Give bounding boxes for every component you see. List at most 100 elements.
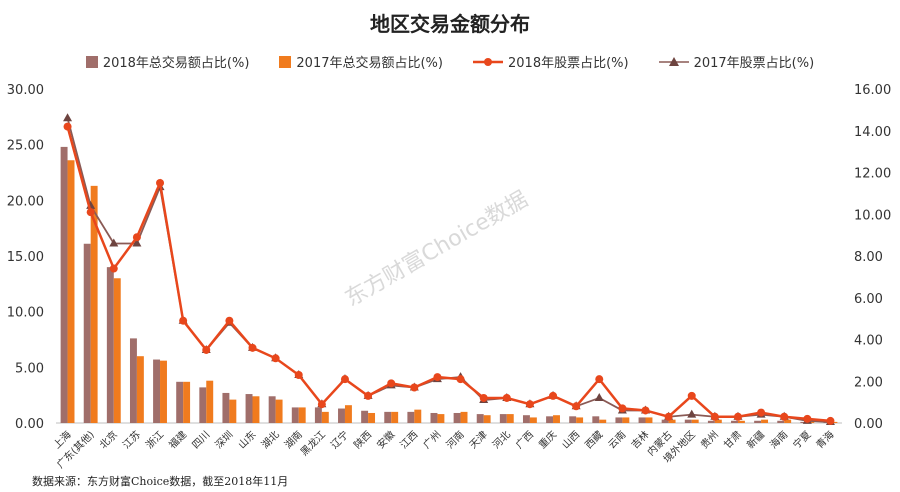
- x-axis-tick-label: 安徽: [374, 428, 397, 451]
- legend-label: 2017年股票占比(%): [693, 56, 815, 71]
- point-2018: [248, 343, 257, 352]
- bar-2017: [483, 415, 491, 423]
- x-axis-tick-label: 宁夏: [790, 428, 813, 451]
- point-2018: [618, 404, 627, 413]
- bar-2017: [576, 417, 584, 423]
- x-axis-tick-label: 黑龙江: [298, 428, 328, 458]
- point-2018: [664, 412, 673, 421]
- bar-2017: [714, 419, 722, 423]
- bar-2017: [298, 407, 306, 423]
- legend-item-2017-line: 2017年股票占比(%): [658, 52, 815, 71]
- point-2018: [86, 208, 95, 217]
- bar-2017: [368, 412, 376, 423]
- right-axis-tick-label: 10.00: [854, 208, 891, 223]
- x-axis-tick-label: 深圳: [213, 429, 236, 452]
- bar-2018: [83, 243, 91, 423]
- point-2018: [410, 383, 419, 392]
- point-2018: [502, 393, 511, 402]
- bar-2017: [460, 411, 468, 423]
- right-axis-tick-label: 6.00: [854, 292, 883, 307]
- bar-2018: [407, 411, 415, 423]
- point-2018: [132, 233, 141, 242]
- bar-2018: [592, 416, 600, 423]
- bar-2018: [522, 415, 530, 423]
- bar-2018: [661, 419, 669, 423]
- left-axis-tick-label: 0.00: [15, 417, 44, 432]
- left-axis-tick-label: 30.00: [7, 83, 44, 98]
- point-2018: [156, 178, 165, 187]
- point-2018: [525, 400, 534, 409]
- bar-2018: [707, 420, 715, 423]
- x-axis-tick-label: 湖北: [259, 429, 282, 452]
- left-axis-tick-label: 15.00: [7, 250, 44, 265]
- bar-2018: [291, 407, 299, 423]
- point-2017: [132, 238, 142, 247]
- x-axis-tick-label: 广州: [421, 429, 444, 452]
- line-2017: [66, 117, 831, 423]
- x-axis-tick-label: 浙江: [144, 429, 167, 452]
- x-axis-tick-label: 海南: [767, 428, 790, 451]
- bar-2017: [645, 417, 653, 423]
- point-2018: [225, 316, 234, 325]
- bar-2017: [344, 405, 352, 423]
- x-axis-tick-label: 青海: [813, 428, 836, 451]
- bar-2017: [622, 417, 630, 423]
- x-axis-tick-label: 江西: [398, 429, 421, 452]
- bar-2017: [229, 399, 237, 423]
- right-axis-tick-label: 4.00: [854, 334, 883, 349]
- bar-2017: [414, 409, 422, 423]
- bar-2017: [113, 278, 121, 423]
- bar-2018: [222, 392, 230, 423]
- watermark: 东方财富Choice数据: [341, 187, 532, 312]
- legend-swatch: [85, 55, 98, 68]
- bar-2018: [176, 381, 184, 423]
- x-axis-tick-label: 云南: [605, 428, 628, 451]
- bar-2017: [67, 160, 75, 423]
- left-axis-tick-label: 10.00: [7, 306, 44, 321]
- bar-2017: [391, 411, 399, 423]
- legend-line-triangle-icon: [658, 56, 689, 66]
- bar-2017: [275, 399, 283, 423]
- bar-2017: [160, 360, 167, 423]
- point-2018: [271, 354, 280, 363]
- x-axis-tick-label: 北京: [97, 428, 120, 451]
- right-axis-tick-label: 2.00: [854, 375, 883, 390]
- bar-2017: [506, 414, 514, 423]
- right-axis-tick-label: 16.00: [854, 83, 891, 98]
- point-2018: [710, 412, 719, 421]
- bar-2018: [106, 267, 114, 423]
- x-axis-tick-label: 新疆: [744, 428, 767, 451]
- legend-label: 2018年股票占比(%): [508, 56, 629, 71]
- point-2018: [572, 402, 581, 411]
- left-axis-tick-label: 25.00: [7, 139, 44, 154]
- point-2018: [733, 412, 742, 421]
- point-2018: [826, 416, 835, 425]
- point-2018: [595, 375, 604, 384]
- x-axis-tick-label: 山西: [560, 429, 583, 452]
- bar-2017: [761, 419, 769, 423]
- point-2018: [294, 370, 303, 379]
- bar-2017: [136, 356, 144, 423]
- x-axis-tick-label: 河北: [490, 429, 513, 452]
- bar-2017: [737, 420, 745, 423]
- point-2018: [387, 379, 396, 388]
- x-axis-tick-label: 天津: [467, 429, 490, 452]
- bar-2018: [430, 412, 438, 423]
- x-axis-tick-label: 甘肃: [721, 428, 744, 451]
- point-2018: [549, 391, 558, 400]
- x-axis-tick-label: 辽宁: [328, 428, 351, 451]
- bar-2017: [529, 417, 537, 423]
- bar-2017: [90, 185, 98, 423]
- bar-2017: [321, 411, 329, 423]
- point-2018: [63, 122, 72, 131]
- x-axis-tick-label: 福建: [166, 428, 189, 451]
- left-axis-tick-label: 5.00: [15, 361, 44, 376]
- x-axis-tick-label: 河南: [443, 428, 466, 451]
- right-axis-tick-label: 8.00: [854, 250, 883, 265]
- point-2017: [687, 409, 697, 418]
- point-2018: [433, 373, 442, 382]
- bar-2018: [777, 420, 785, 423]
- point-2018: [317, 400, 326, 409]
- legend-item-2018-bar: 2018年总交易额占比(%): [85, 52, 249, 71]
